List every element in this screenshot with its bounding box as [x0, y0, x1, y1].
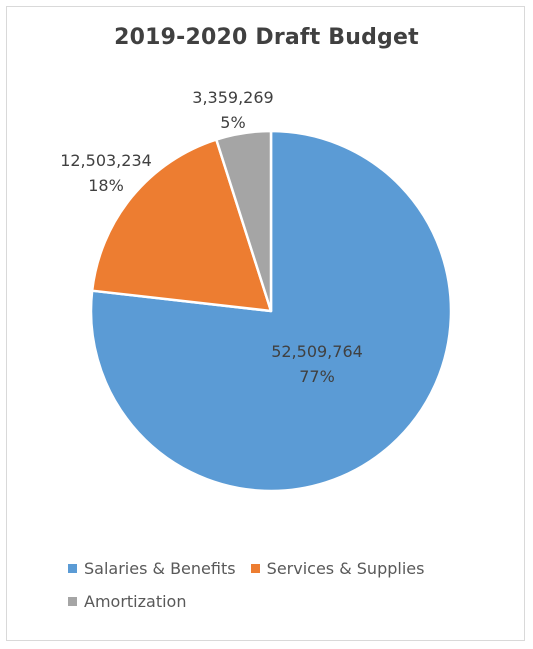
data-label-percent-services-supplies: 18% — [88, 176, 124, 195]
legend-item-amortization: Amortization — [68, 592, 186, 611]
data-label-percent-amortization: 5% — [220, 113, 245, 132]
pie-slice-amortization — [215, 129, 273, 313]
data-label-value-services-supplies: 12,503,234 — [60, 151, 152, 170]
legend-swatch-salaries-benefits — [68, 564, 77, 573]
data-label-value-salaries-benefits: 52,509,764 — [271, 342, 363, 361]
pie-slice-salaries-benefits — [89, 129, 453, 493]
legend-item-services-supplies: Services & Supplies — [250, 559, 425, 578]
data-label-value-amortization: 3,359,269 — [192, 88, 273, 107]
legend-label-salaries-benefits: Salaries & Benefits — [84, 559, 236, 578]
legend-item-salaries-benefits: Salaries & Benefits — [68, 559, 236, 578]
pie-slice-services-supplies — [90, 138, 273, 313]
legend-label-services-supplies: Services & Supplies — [266, 559, 425, 578]
chart-title: 2019-2020 Draft Budget — [114, 25, 419, 50]
legend: Salaries & Benefits Services & Supplies … — [68, 558, 508, 624]
legend-swatch-services-supplies — [250, 564, 260, 573]
legend-swatch-amortization — [68, 597, 77, 606]
legend-label-amortization: Amortization — [84, 592, 187, 611]
data-label-percent-salaries-benefits: 77% — [299, 367, 335, 386]
